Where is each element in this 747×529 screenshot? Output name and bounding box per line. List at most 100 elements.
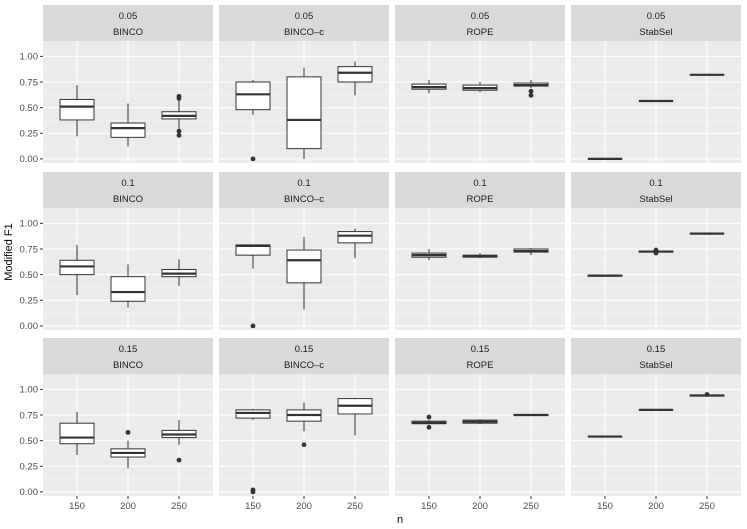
box bbox=[337, 66, 373, 83]
facet-strip bbox=[43, 5, 213, 41]
strip-row-label: 0.15 bbox=[647, 344, 666, 355]
y-tick-label: 1.00 bbox=[20, 52, 39, 63]
strip-row-label: 0.05 bbox=[647, 11, 666, 22]
box bbox=[286, 249, 322, 284]
boxplot-group bbox=[411, 413, 549, 430]
boxplot-group bbox=[411, 79, 549, 98]
y-tick-label: 0.25 bbox=[20, 129, 39, 140]
outlier-point bbox=[528, 92, 534, 98]
outlier-point bbox=[250, 489, 256, 495]
boxplot-group bbox=[587, 392, 725, 438]
facet-panel: 0.1 StabSel bbox=[571, 172, 741, 330]
strip-method-label: BINCO bbox=[113, 194, 143, 205]
outlier-point bbox=[653, 250, 659, 256]
facet-panel: 0.05 ROPE bbox=[395, 5, 565, 163]
y-axis-title: Modified F1 bbox=[3, 223, 15, 280]
outlier-point bbox=[426, 414, 432, 420]
facet-strip bbox=[571, 172, 741, 208]
box bbox=[235, 81, 271, 111]
facet-strip bbox=[395, 338, 565, 374]
outlier-point bbox=[250, 156, 256, 162]
facet-panel: 0.15 BINCO bbox=[43, 338, 213, 496]
boxplot-group bbox=[411, 247, 549, 261]
facet-panel: 0.1 ROPE bbox=[395, 172, 565, 330]
facet-strip bbox=[395, 5, 565, 41]
facet-strip bbox=[219, 5, 389, 41]
outlier-point bbox=[125, 430, 131, 435]
strip-row-label: 0.15 bbox=[471, 344, 490, 355]
strip-row-label: 0.15 bbox=[295, 344, 314, 355]
x-tick-label: 150 bbox=[421, 501, 437, 512]
strip-row-label: 0.15 bbox=[119, 344, 138, 355]
x-tick-label: 200 bbox=[648, 501, 664, 512]
y-tick-label: 1.00 bbox=[20, 385, 39, 396]
strip-method-label: StabSel bbox=[639, 194, 672, 205]
strip-row-label: 0.1 bbox=[121, 178, 134, 189]
outlier-point bbox=[528, 88, 534, 94]
strip-row-label: 0.05 bbox=[471, 11, 490, 22]
outlier-point bbox=[301, 442, 307, 448]
facet-strip bbox=[395, 172, 565, 208]
y-tick-label: 0.25 bbox=[20, 296, 39, 307]
facet-strip bbox=[571, 338, 741, 374]
y-tick-label: 1.00 bbox=[20, 219, 39, 230]
strip-row-label: 0.1 bbox=[649, 178, 662, 189]
x-tick-label: 150 bbox=[245, 501, 261, 512]
facet-grid: 0.05BINCO0.05BINCO–c0.05ROPE0.05StabSel0… bbox=[20, 5, 741, 512]
box bbox=[110, 276, 146, 302]
strip-method-label: ROPE bbox=[467, 194, 494, 205]
x-tick-label: 200 bbox=[472, 501, 488, 512]
box bbox=[110, 122, 146, 138]
facet-strip bbox=[219, 338, 389, 374]
boxplot-group bbox=[235, 228, 373, 329]
outlier-point bbox=[426, 424, 432, 430]
facet-strip bbox=[43, 338, 213, 374]
x-tick-label: 150 bbox=[69, 501, 85, 512]
x-tick-label: 250 bbox=[171, 501, 187, 512]
boxplot-group bbox=[235, 61, 373, 162]
boxplot-group bbox=[59, 244, 197, 308]
outlier-point bbox=[250, 323, 256, 329]
strip-row-label: 0.05 bbox=[295, 11, 314, 22]
strip-method-label: ROPE bbox=[467, 360, 494, 371]
y-tick-label: 0.50 bbox=[20, 436, 39, 447]
facet-strip bbox=[43, 172, 213, 208]
y-tick-label: 0.00 bbox=[20, 487, 39, 498]
boxplot-group bbox=[587, 73, 725, 160]
strip-method-label: BINCO bbox=[113, 27, 143, 38]
y-tick-label: 0.25 bbox=[20, 462, 39, 473]
box bbox=[286, 76, 322, 150]
strip-method-label: ROPE bbox=[467, 27, 494, 38]
y-tick-label: 0.00 bbox=[20, 321, 39, 332]
x-tick-label: 250 bbox=[523, 501, 539, 512]
y-tick-label: 0.75 bbox=[20, 77, 39, 88]
x-tick-label: 200 bbox=[120, 501, 136, 512]
boxplot-group bbox=[587, 232, 725, 277]
strip-method-label: BINCO–c bbox=[284, 27, 324, 38]
facet-strip bbox=[571, 5, 741, 41]
strip-method-label: StabSel bbox=[639, 27, 672, 38]
facet-panel: 0.15 ROPE bbox=[395, 338, 565, 496]
x-tick-label: 250 bbox=[699, 501, 715, 512]
x-axis-title: n bbox=[397, 514, 403, 526]
x-tick-label: 200 bbox=[296, 501, 312, 512]
strip-method-label: StabSel bbox=[639, 360, 672, 371]
outlier-point bbox=[176, 457, 182, 463]
boxplot-group bbox=[59, 411, 197, 469]
x-tick-label: 150 bbox=[597, 501, 613, 512]
y-tick-label: 0.75 bbox=[20, 410, 39, 421]
outlier-point bbox=[176, 132, 182, 138]
facet-panel: 0.15 BINCO–c bbox=[219, 338, 389, 496]
box bbox=[59, 422, 95, 445]
facet-panel: 0.05 StabSel bbox=[571, 5, 741, 163]
strip-method-label: BINCO–c bbox=[284, 194, 324, 205]
facet-strip bbox=[219, 172, 389, 208]
strip-row-label: 0.1 bbox=[473, 178, 486, 189]
y-tick-label: 0.50 bbox=[20, 270, 39, 281]
boxplot-group bbox=[59, 85, 197, 147]
box bbox=[59, 98, 95, 121]
outlier-point bbox=[176, 96, 182, 101]
outlier-point bbox=[704, 392, 710, 397]
y-tick-label: 0.50 bbox=[20, 103, 39, 114]
